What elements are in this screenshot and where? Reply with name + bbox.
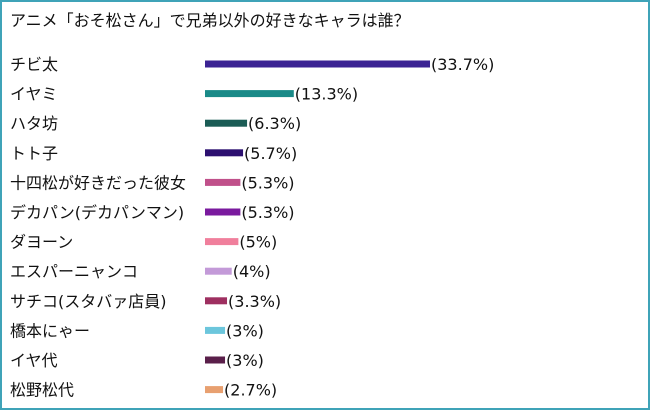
category-label: サチコ(スタバァ店員) <box>10 292 167 311</box>
value-label: (6.3%) <box>248 114 301 133</box>
value-label: (33.7%) <box>431 55 494 74</box>
bar <box>205 297 228 305</box>
category-label: 橋本にゃー <box>10 321 90 340</box>
bar <box>205 149 244 157</box>
bar <box>205 119 248 127</box>
bar <box>205 356 226 364</box>
value-label: (13.3%) <box>295 85 358 104</box>
bar <box>205 238 239 246</box>
bar <box>205 208 241 216</box>
bar <box>205 178 241 186</box>
category-label: イヤミ <box>10 85 58 104</box>
chart-title: アニメ「おそ松さん」で兄弟以外の好きなキャラは誰？ <box>10 11 410 30</box>
bar <box>205 60 430 68</box>
value-label: (4%) <box>233 262 271 281</box>
value-label: (5.7%) <box>244 144 297 163</box>
category-label: エスパーニャンコ <box>10 262 138 281</box>
value-label: (5.3%) <box>241 173 294 192</box>
category-label: 十四松が好きだった彼女 <box>10 173 186 192</box>
category-label: ダヨーン <box>10 233 73 252</box>
value-label: (3%) <box>226 321 264 340</box>
category-label: 松野松代 <box>10 381 74 400</box>
category-label: チビ太 <box>10 55 58 74</box>
category-label: ハタ坊 <box>10 114 58 133</box>
bar <box>205 326 226 334</box>
value-label: (2.7%) <box>224 381 277 400</box>
bar <box>205 386 224 394</box>
category-label: トト子 <box>10 144 58 163</box>
value-label: (5%) <box>239 233 277 252</box>
bar <box>205 90 294 98</box>
value-label: (3.3%) <box>228 292 281 311</box>
value-label: (3%) <box>226 351 264 370</box>
category-label: イヤ代 <box>10 351 58 370</box>
value-label: (5.3%) <box>241 203 294 222</box>
category-label: デカパン(デカパンマン) <box>10 203 184 222</box>
bar <box>205 267 232 275</box>
